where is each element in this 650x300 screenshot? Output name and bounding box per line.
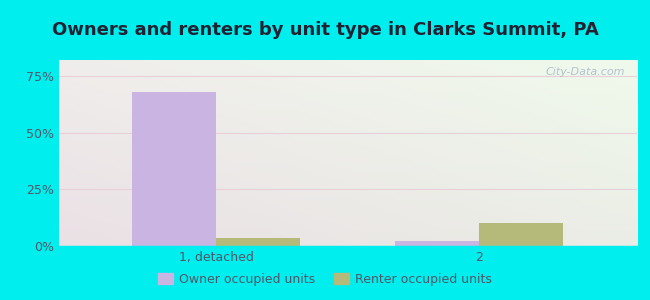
- Legend: Owner occupied units, Renter occupied units: Owner occupied units, Renter occupied un…: [153, 268, 497, 291]
- Bar: [395, 242, 479, 246]
- Text: Owners and renters by unit type in Clarks Summit, PA: Owners and renters by unit type in Clark…: [51, 21, 599, 39]
- Bar: [479, 223, 564, 246]
- Text: City-Data.com: City-Data.com: [546, 68, 625, 77]
- Bar: [216, 238, 300, 246]
- Bar: [132, 92, 216, 246]
